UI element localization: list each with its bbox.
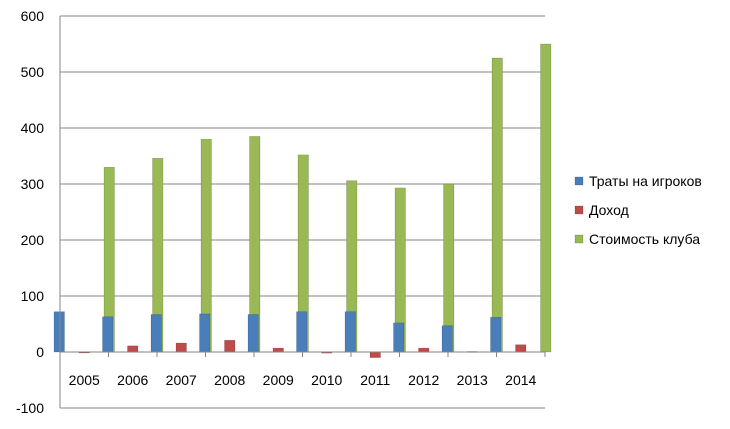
legend-swatch: [574, 234, 584, 244]
bar-income: [175, 342, 187, 353]
bar-club-value: [491, 57, 503, 353]
x-tick-label: 2013: [457, 372, 488, 388]
x-tick-label: 2012: [408, 372, 439, 388]
x-tick-label: 2006: [117, 372, 148, 388]
bar-income: [272, 347, 284, 353]
bar-income: [224, 339, 236, 353]
y-tick-label: -100: [16, 400, 44, 416]
y-tick-label: 0: [36, 344, 44, 360]
bar-club-value: [540, 43, 552, 353]
x-tick-label: 2008: [214, 372, 245, 388]
bar-player-spending: [199, 313, 211, 353]
y-tick-label: 300: [21, 176, 45, 192]
bar-player-spending: [102, 316, 114, 353]
bar-income: [515, 344, 527, 353]
legend-label: Стоимость клуба: [589, 231, 700, 247]
bar-player-spending: [53, 311, 65, 353]
bar-player-spending: [393, 322, 405, 353]
bar-player-spending: [150, 314, 162, 353]
y-tick-label: 100: [21, 288, 45, 304]
axes: [59, 16, 546, 408]
bar-player-spending: [296, 311, 308, 353]
legend: Траты на игроков Доход Стоимость клуба: [574, 173, 702, 247]
x-tick-label: 2014: [505, 372, 536, 388]
y-tick-label: 500: [21, 64, 45, 80]
y-axis-ticks: 600 500 400 300 200 100 0 -100: [16, 8, 44, 416]
x-axis-ticks: 2005 2006 2007 2008 2009 2010 2011 2012 2013 2014: [69, 372, 537, 388]
legend-swatch: [574, 176, 584, 186]
bar-player-spending: [344, 311, 356, 353]
legend-label: Траты на игроков: [589, 173, 702, 189]
x-tick-label: 2010: [311, 372, 342, 388]
y-tick-label: 400: [21, 120, 45, 136]
bars: [53, 43, 552, 358]
bar-player-spending: [247, 314, 259, 353]
legend-swatch: [574, 205, 584, 215]
legend-label: Доход: [589, 202, 629, 218]
y-tick-label: 600: [21, 8, 45, 24]
bar-income: [418, 347, 430, 353]
x-tick-label: 2007: [166, 372, 197, 388]
x-tick-label: 2005: [69, 372, 100, 388]
y-tick-label: 200: [21, 232, 45, 248]
bar-income: [127, 345, 139, 353]
bar-player-spending: [490, 317, 502, 353]
bar-player-spending: [441, 325, 453, 353]
bar-income: [369, 351, 381, 358]
x-tick-label: 2009: [263, 372, 294, 388]
x-tick-label: 2011: [360, 372, 390, 388]
